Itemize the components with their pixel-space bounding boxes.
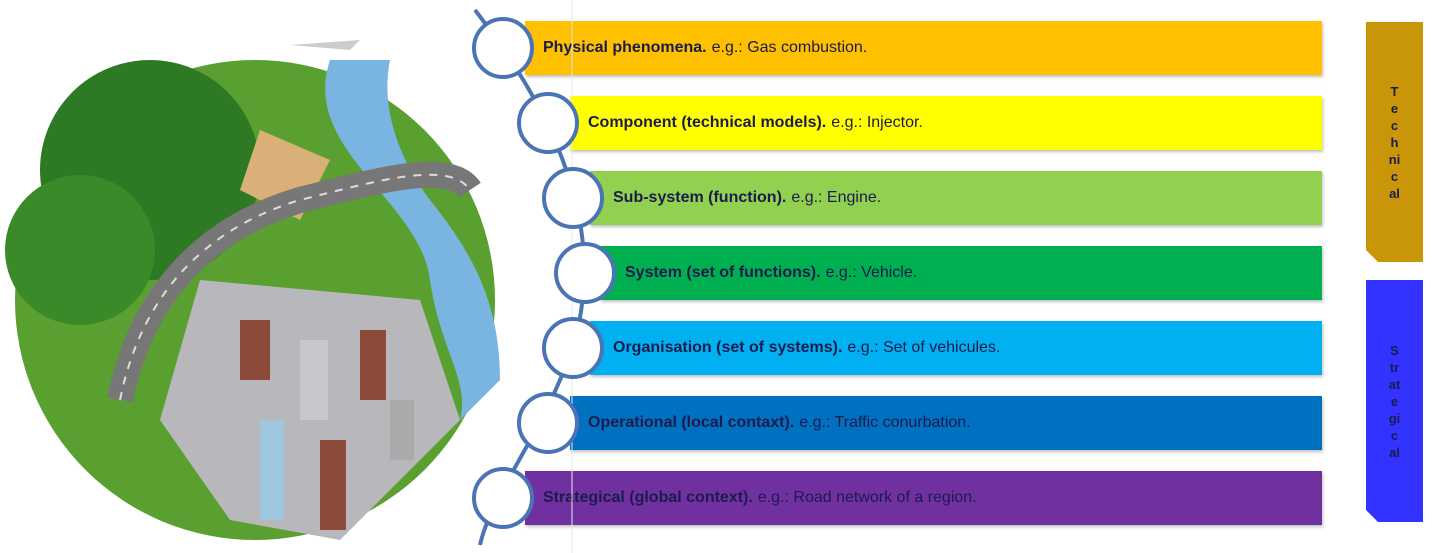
layer-node [474,469,532,527]
layer-node [544,169,602,227]
page: Physical phenomena.e.g.: Gas combustion.… [0,0,1445,553]
layer-node [544,319,602,377]
layer-node [556,244,614,302]
globe-illustration [5,40,500,540]
layer-node [519,94,577,152]
layer-node [474,19,532,77]
layer-node [519,394,577,452]
illustration [0,0,1445,553]
